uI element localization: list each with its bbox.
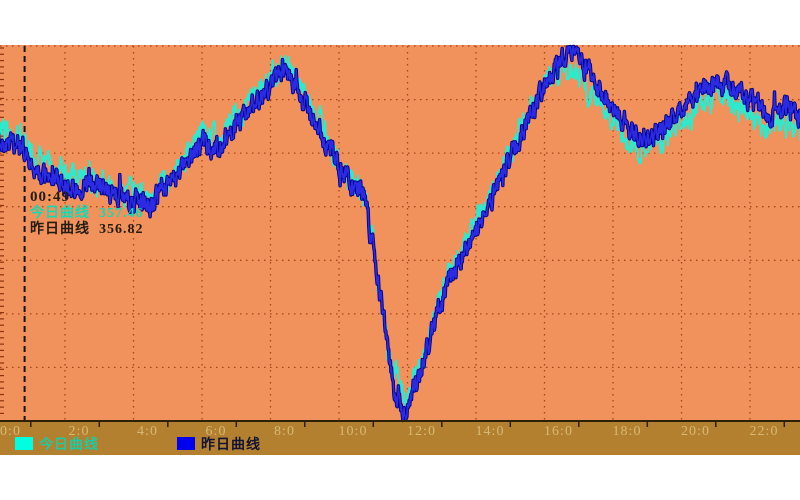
legend-item-yesterday[interactable]: 昨日曲线 <box>177 436 261 453</box>
x-axis-label: 14:0 <box>475 424 505 439</box>
x-axis-label: 20:0 <box>681 424 710 439</box>
x-axis-label: 22:0 <box>749 424 779 439</box>
x-axis-label: 2:0 <box>68 424 90 439</box>
x-axis-label: 8:0 <box>274 424 295 439</box>
today-series-swatch <box>15 437 33 450</box>
x-axis-label: 4:0 <box>137 424 158 439</box>
x-axis-label: 0:0 <box>0 424 21 439</box>
x-axis-label: 18:0 <box>612 424 642 439</box>
x-axis-label: 10:0 <box>338 424 368 439</box>
legend-item-today[interactable]: 今日曲线 <box>15 436 99 453</box>
x-axis-label: 6:0 <box>205 424 227 439</box>
legend-today-label: 今日曲线 <box>39 437 99 453</box>
legend-yesterday-label: 昨日曲线 <box>201 437 261 453</box>
x-axis-label: 16:0 <box>544 424 573 439</box>
yesterday-series-swatch <box>177 437 195 450</box>
x-axis-label: 12:0 <box>407 424 436 439</box>
